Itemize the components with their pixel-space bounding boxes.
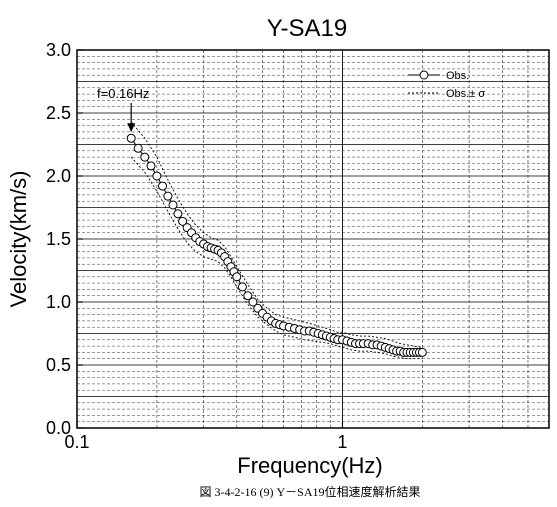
obs-point (126, 133, 136, 143)
annotation-label: f=0.16Hz (97, 86, 149, 101)
legend: Obs. Obs.± σ (408, 70, 485, 100)
obs-point (248, 297, 258, 307)
sigma-lower-line (130, 156, 423, 360)
figure-caption: 図 3-4-2-16 (9) Y－SA19位相速度解析結果 (200, 484, 421, 499)
obs-point (146, 161, 156, 171)
y-tick-label: 0.0 (46, 418, 71, 438)
obs-point (173, 209, 183, 219)
x-tick-label: 1 (337, 432, 347, 452)
y-tick-label: 0.5 (46, 355, 71, 375)
obs-point (417, 347, 427, 357)
y-tick-label: 2.5 (46, 103, 71, 123)
sigma-upper-line (130, 121, 423, 348)
legend-obs-label: Obs. (446, 70, 469, 82)
legend-sigma-label: Obs.± σ (446, 88, 485, 100)
chart-title: Y-SA19 (267, 15, 348, 42)
obs-point (178, 216, 188, 226)
x-tick-label: 0.1 (64, 432, 89, 452)
y-tick-label: 1.5 (46, 229, 71, 249)
y-tick-label: 2.0 (46, 166, 71, 186)
x-axis-label: Frequency(Hz) (237, 453, 382, 478)
obs-point (140, 152, 150, 162)
obs-point (168, 200, 178, 210)
obs-series (126, 133, 427, 357)
obs-point (243, 291, 253, 301)
obs-point (152, 171, 162, 181)
axis-ticks: 0.0 0.5 1.0 1.5 2.0 2.5 3.0 0.1 1 (46, 40, 347, 452)
annotation: f=0.16Hz (97, 86, 149, 133)
y-tick-label: 3.0 (46, 40, 71, 60)
obs-point (163, 191, 173, 201)
obs-point (158, 181, 168, 191)
annotation-arrow-head (127, 123, 136, 133)
y-axis-label: Velocity(km/s) (6, 171, 31, 308)
legend-obs-marker (419, 70, 429, 80)
y-tick-label: 1.0 (46, 292, 71, 312)
obs-point (232, 272, 242, 282)
sigma-band (130, 121, 423, 360)
obs-point (133, 143, 143, 153)
grid-lines (77, 50, 549, 428)
obs-point (237, 282, 247, 292)
